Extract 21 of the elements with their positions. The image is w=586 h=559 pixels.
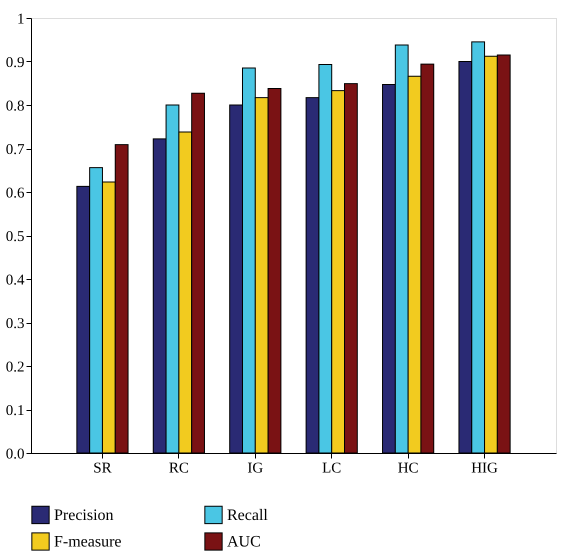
x-tick-label: HIG <box>471 460 498 476</box>
x-tick-label: LC <box>322 460 342 476</box>
y-tick-label: 0.4 <box>6 272 25 288</box>
x-tick-label: IG <box>247 460 264 476</box>
y-tick-label: 0.8 <box>6 98 24 114</box>
x-tick-label: RC <box>168 460 189 476</box>
legend-label: Precision <box>54 506 114 524</box>
legend-label: Recall <box>227 506 268 524</box>
x-tick-label: SR <box>93 460 112 476</box>
legend-label: AUC <box>227 534 261 550</box>
y-tick-label: 0.2 <box>6 360 24 376</box>
legend-label: F-measure <box>54 534 122 550</box>
y-tick-label: 0.5 <box>6 229 24 245</box>
x-tick-label: HC <box>398 460 419 476</box>
y-tick-label: 0.0 <box>6 446 24 462</box>
y-tick-label: 1 <box>17 12 24 28</box>
y-tick-label: 0.3 <box>6 316 24 332</box>
y-tick-label: 0.7 <box>6 142 25 158</box>
y-tick-label: 0.9 <box>6 55 24 71</box>
y-tick-label: 0.6 <box>6 186 25 202</box>
y-tick-label: 0.1 <box>6 403 24 419</box>
